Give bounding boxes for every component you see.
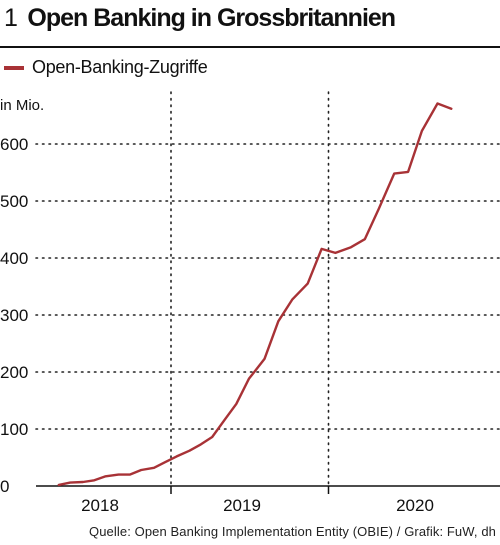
y-tick-label: 200: [0, 363, 28, 382]
chart-number: 1: [4, 4, 18, 32]
chart-title: Open Banking in Grossbritannien: [27, 4, 396, 32]
source-note: Quelle: Open Banking Implementation Enti…: [89, 524, 496, 539]
y-tick-label: 500: [0, 192, 28, 211]
y-tick-label: 100: [0, 420, 28, 439]
x-tick-label: 2018: [81, 496, 119, 515]
legend: Open-Banking-Zugriffe: [4, 57, 208, 78]
series-line: [57, 102, 453, 487]
x-tick-label: 2019: [223, 496, 261, 515]
y-axis-unit-label: in Mio.: [0, 97, 44, 114]
legend-swatch: [4, 65, 24, 70]
y-tick-label: 300: [0, 306, 28, 325]
title-rule: [0, 46, 500, 48]
x-tick-label: 2020: [396, 496, 434, 515]
y-tick-label: 600: [0, 135, 28, 154]
chart-title-row: 1 Open Banking in Grossbritannien: [4, 4, 396, 40]
y-tick-label: 0: [0, 477, 9, 496]
legend-label: Open-Banking-Zugriffe: [32, 57, 208, 77]
y-tick-label: 400: [0, 249, 28, 268]
